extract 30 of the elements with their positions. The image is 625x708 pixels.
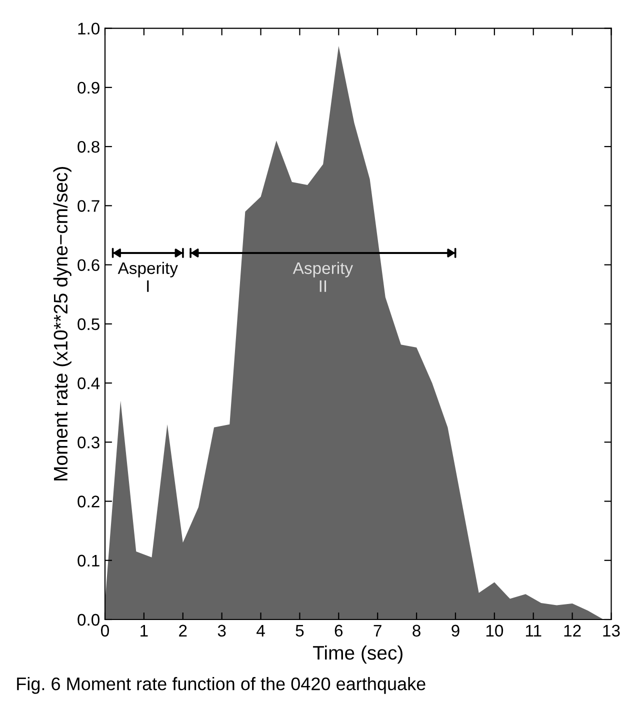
y-axis-title: Moment rate (x10**25 dyne−cm/sec) xyxy=(53,167,72,480)
x-tick-label: 7 xyxy=(374,624,382,636)
x-tick-label: 0 xyxy=(101,624,109,637)
y-tick-label: 0.0 xyxy=(78,614,100,626)
caption: Fig. 6 Moment rate function of the 0420 earthquake xyxy=(17,677,426,694)
y-tick-label: 0.5 xyxy=(78,318,100,330)
y-tick-label: 0.9 xyxy=(78,82,100,94)
x-tick-label: 11 xyxy=(526,624,542,636)
x-tick-label: 13 xyxy=(603,624,620,637)
y-tick-label: 0.1 xyxy=(78,554,100,567)
x-tick-label: 12 xyxy=(564,624,581,636)
x-tick-label: 5 xyxy=(296,624,304,637)
annotation: Asperity II xyxy=(292,262,354,292)
x-tick-label: 9 xyxy=(452,624,460,637)
y-tick-label: 0.4 xyxy=(78,377,100,390)
x-tick-label: 8 xyxy=(412,624,420,637)
annotation: Asperity I xyxy=(118,262,178,292)
x-tick-label: 4 xyxy=(256,624,265,636)
x-tick-label: 6 xyxy=(334,624,343,637)
x-axis-title: Time (sec) xyxy=(313,645,402,664)
x-tick-label: 3 xyxy=(218,624,226,637)
y-tick-label: 0.7 xyxy=(78,200,100,212)
y-tick-label: 1.0 xyxy=(78,22,100,35)
x-tick-label: 2 xyxy=(179,624,187,636)
y-tick-label: 0.2 xyxy=(78,496,100,508)
x-tick-label: 10 xyxy=(486,624,504,637)
y-tick-label: 0.6 xyxy=(78,259,100,271)
y-tick-label: 0.8 xyxy=(78,140,100,153)
y-tick-label: 0.3 xyxy=(78,436,100,448)
x-tick-label: 1 xyxy=(140,624,148,636)
